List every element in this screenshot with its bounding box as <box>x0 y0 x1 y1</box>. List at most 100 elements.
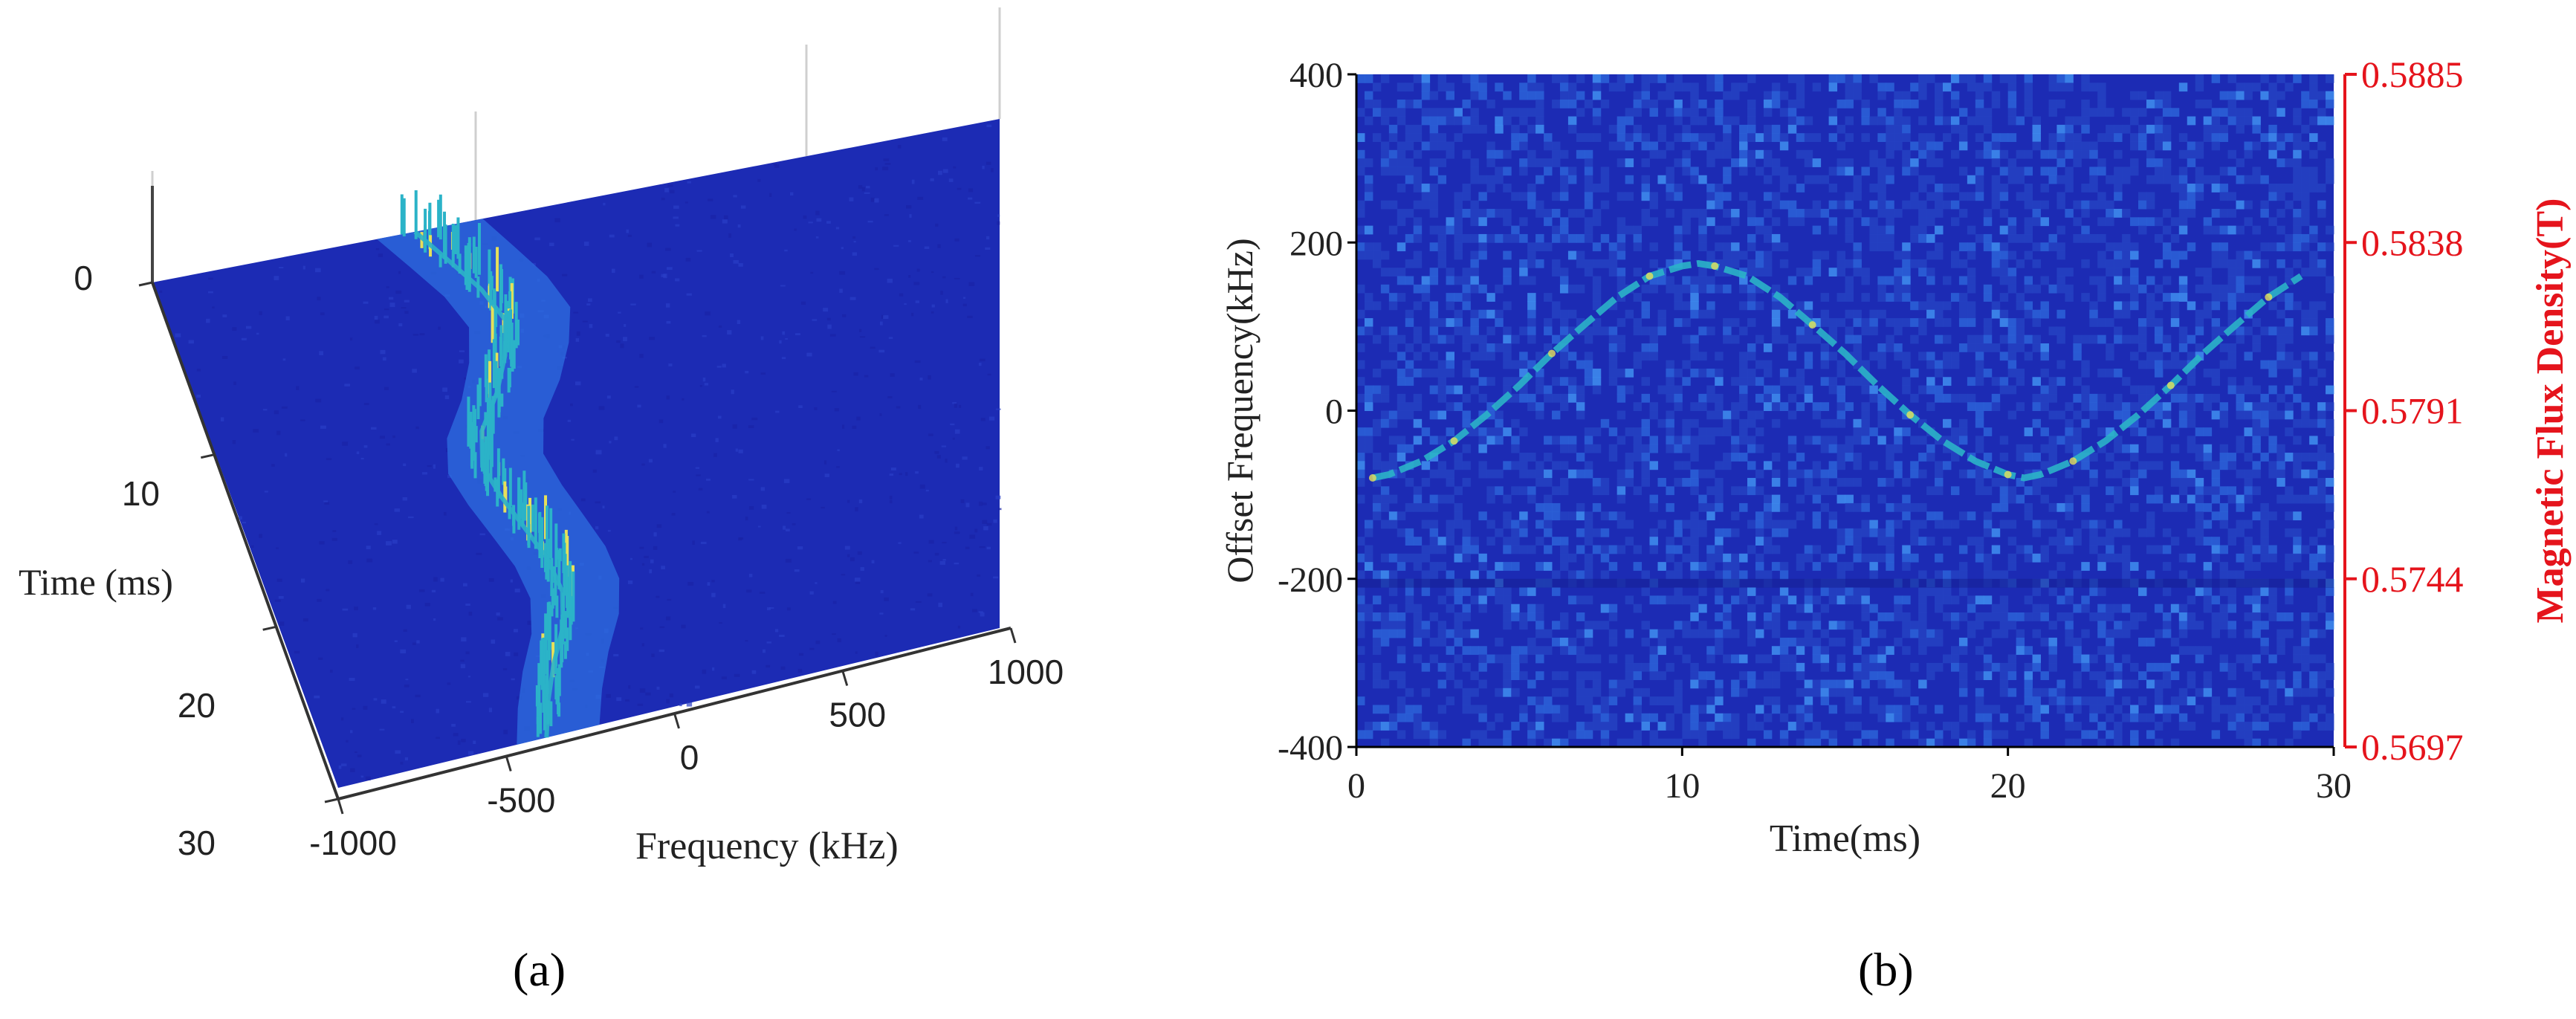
heatmap-cell <box>1690 116 1699 126</box>
heatmap-cell <box>2089 545 2098 554</box>
heatmap-cell <box>2065 537 2074 546</box>
noise-speck <box>326 589 330 592</box>
heatmap-cell <box>1820 486 1830 496</box>
heatmap-cell <box>1495 318 1504 327</box>
heatmap-cell <box>2089 318 2098 327</box>
heatmap-cell <box>1755 537 1764 546</box>
heatmap-cell <box>1421 368 1431 378</box>
heatmap-cell <box>2007 410 2017 420</box>
heatmap-cell <box>1495 418 1504 428</box>
heatmap-cell <box>1527 738 1536 748</box>
noise-speck <box>502 668 508 670</box>
heatmap-cell <box>1918 595 1927 605</box>
heatmap-cell <box>2130 502 2139 512</box>
heatmap-cell <box>1958 646 1968 656</box>
noise-speck <box>832 633 836 635</box>
noise-speck <box>440 578 444 582</box>
heatmap-cell <box>1372 637 1382 647</box>
heatmap-cell <box>2122 410 2131 420</box>
heatmap-cell <box>2211 713 2221 722</box>
heatmap-cell <box>1666 192 1674 201</box>
heatmap-cell <box>1437 393 1447 403</box>
heatmap-cell <box>2252 654 2261 664</box>
heatmap-cell <box>1608 83 1618 92</box>
heatmap-cell <box>2122 242 2131 252</box>
heatmap-cell <box>1787 309 1797 319</box>
heatmap-cell <box>1649 436 1658 445</box>
heatmap-cell <box>1771 301 1781 311</box>
heatmap-cell <box>2048 662 2057 672</box>
heatmap-cell <box>1747 352 1756 361</box>
heatmap-cell <box>1559 511 1569 521</box>
heatmap-cell <box>2024 688 2033 697</box>
noise-speck <box>653 546 658 550</box>
noise-speck <box>870 197 876 202</box>
heatmap-cell <box>1845 502 1854 512</box>
heatmap-cell <box>1397 671 1406 680</box>
heatmap-cell <box>1429 158 1439 167</box>
heatmap-cell <box>2187 679 2196 689</box>
heatmap-cell <box>1592 368 1602 378</box>
heatmap-cell <box>1886 166 1894 176</box>
heatmap-cell <box>1886 562 1894 571</box>
heatmap-cell <box>1845 722 1854 731</box>
noise-speck <box>706 511 710 514</box>
heatmap-cell <box>1715 242 1724 252</box>
heatmap-cell <box>1617 511 1626 521</box>
heatmap-cell <box>2114 276 2123 285</box>
heatmap-cell <box>1446 478 1454 487</box>
heatmap-cell <box>1462 149 1471 159</box>
noise-speck <box>942 169 948 173</box>
heatmap-cell <box>1706 385 1715 395</box>
heatmap-cell <box>2187 469 2196 479</box>
heatmap-cell <box>1983 343 1993 352</box>
heatmap-cell <box>1364 74 1373 83</box>
noise-speck <box>785 337 788 340</box>
noise-speck <box>965 502 970 508</box>
heatmap-cell <box>2178 225 2188 235</box>
heatmap-cell <box>1544 738 1553 748</box>
heatmap-cell <box>1486 158 1495 167</box>
heatmap-cell <box>1429 410 1439 420</box>
heatmap-cell <box>2032 528 2041 537</box>
heatmap-cell <box>2122 209 2131 218</box>
heatmap-cell <box>1715 679 1724 689</box>
heatmap-cell <box>1495 427 1504 436</box>
heatmap-cell <box>1666 629 1674 638</box>
heatmap-cell <box>1356 595 1365 605</box>
heatmap-cell <box>1454 108 1463 117</box>
heatmap-cell <box>1641 722 1650 731</box>
heatmap-cell <box>1372 427 1382 436</box>
frequency-tick-label: 1000 <box>988 653 1064 691</box>
heatmap-cell <box>1625 654 1634 664</box>
noise-speck <box>855 581 861 584</box>
heatmap-cell <box>1625 175 1634 184</box>
heatmap-cell <box>2056 133 2065 142</box>
heatmap-cell <box>2048 284 2057 294</box>
heatmap-cell <box>1413 301 1423 311</box>
heatmap-cell <box>1641 427 1650 436</box>
heatmap-cell <box>1429 520 1439 529</box>
heatmap-cell <box>1511 108 1520 117</box>
heatmap-cell <box>2276 259 2285 268</box>
heatmap-cell <box>1796 705 1805 714</box>
heatmap-cell <box>1495 166 1504 176</box>
heatmap-cell <box>1747 738 1756 748</box>
noise-speck <box>748 506 754 510</box>
heatmap-cell <box>1755 133 1764 142</box>
heatmap-cell <box>1559 276 1569 285</box>
heatmap-cell <box>1991 301 2001 311</box>
heatmap-cell <box>2236 654 2245 664</box>
heatmap-cell <box>2007 175 2017 184</box>
heatmap-cell <box>1682 654 1691 664</box>
heatmap-cell <box>1486 654 1495 664</box>
heatmap-cell <box>1544 343 1553 352</box>
heatmap-cell <box>2244 402 2253 411</box>
heatmap-cell <box>1592 276 1602 285</box>
heatmap-cell <box>1935 520 1944 529</box>
noise-speck <box>836 466 840 468</box>
heatmap-cell <box>1698 217 1707 227</box>
heatmap-cell <box>2252 427 2261 436</box>
heatmap-cell <box>1787 217 1797 227</box>
heatmap-cell <box>1437 679 1447 689</box>
